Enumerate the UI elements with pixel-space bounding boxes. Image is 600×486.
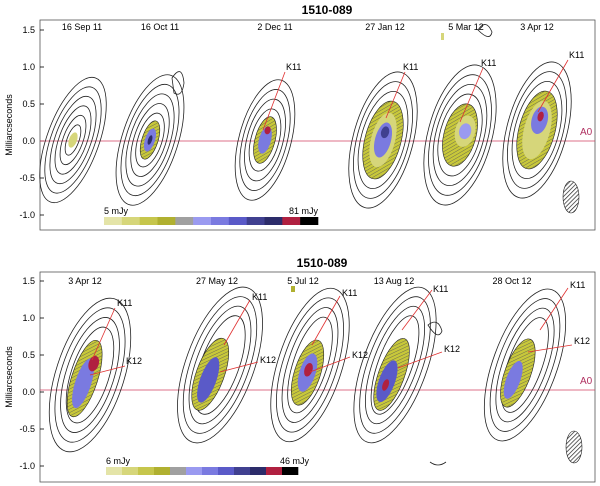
colorbar-swatch — [121, 217, 140, 225]
y-axis-label: Milliarcseconds — [4, 94, 14, 156]
reference-label: A0 — [580, 127, 593, 138]
colorbar-swatch — [202, 467, 219, 475]
y-axis-ticks: 1.5 1.0 0.5 0.0 -0.5 -1.0 — [19, 25, 44, 220]
colorbar-swatch — [104, 217, 123, 225]
panel-title: 1510-089 — [302, 3, 353, 17]
colorbar-swatch — [106, 467, 123, 475]
contour-map — [48, 297, 132, 453]
epoch-label: 13 Aug 12 — [374, 276, 415, 286]
epoch-label: 3 Apr 12 — [68, 276, 102, 286]
colorbar-swatches — [104, 217, 319, 225]
epoch-labels: 16 Sep 11 16 Oct 11 2 Dec 11 27 Jan 12 5… — [62, 22, 554, 32]
knot-label-k11: K11 — [252, 292, 267, 302]
colorbar-max-label: 81 mJy — [289, 206, 319, 216]
y-tick-label: 0.0 — [22, 136, 35, 146]
colorbar-min-label: 5 mJy — [104, 206, 129, 216]
colorbar-swatch — [139, 217, 158, 225]
colorbar: 6 mJy 46 mJy — [106, 456, 310, 475]
contour-map — [39, 76, 107, 204]
contour-map — [423, 64, 497, 206]
knot-label-k12: K12 — [352, 350, 368, 360]
contour-map — [177, 286, 263, 444]
colorbar-swatch — [266, 467, 283, 475]
contour-map — [502, 61, 572, 199]
knot-label-k12: K12 — [444, 344, 460, 354]
knot-label: K11 — [286, 62, 301, 72]
plot-frame — [39, 19, 596, 231]
knot-label-k12: K12 — [574, 336, 590, 346]
colorbar-swatch — [228, 217, 247, 225]
colorbar-swatch — [282, 467, 299, 475]
y-tick-label: 1.0 — [22, 62, 35, 72]
y-tick-label: -0.5 — [19, 173, 35, 183]
y-tick-label: -0.5 — [19, 424, 35, 434]
colorbar-swatch — [170, 467, 187, 475]
epoch-label: 16 Oct 11 — [141, 22, 179, 32]
epoch-labels: 3 Apr 12 27 May 12 5 Jul 12 13 Aug 12 28… — [68, 276, 531, 286]
knot-label-k12: K12 — [126, 356, 142, 366]
knot-label-k11: K11 — [433, 284, 448, 294]
colorbar-swatch — [157, 217, 176, 225]
colorbar-swatch — [282, 217, 301, 225]
epoch-label: 16 Sep 11 — [62, 22, 102, 32]
reference-label: A0 — [580, 376, 593, 387]
y-tick-label: 0.0 — [22, 387, 35, 397]
colorbar-swatch — [122, 467, 139, 475]
knot-label-k11: K11 — [117, 298, 132, 308]
epoch-label: 5 Jul 12 — [287, 276, 319, 286]
epoch-label: 27 May 12 — [196, 276, 238, 286]
panel-bottom: 1510-089 Milliarcseconds 1.5 1.0 0.5 0.0… — [4, 256, 596, 483]
contour-map — [270, 287, 350, 443]
colorbar-swatch — [264, 217, 283, 225]
y-tick-label: -1.0 — [19, 461, 35, 471]
knot-label: K11 — [569, 50, 584, 60]
colorbar-swatch — [250, 467, 267, 475]
y-tick-label: 0.5 — [22, 99, 35, 109]
colorbar-swatch — [300, 217, 319, 225]
knot-annotations: K11 K11 K11 K11 — [262, 50, 584, 131]
colorbar-swatch — [154, 467, 171, 475]
colorbar: 5 mJy 81 mJy — [104, 206, 319, 225]
plot-frame — [39, 271, 596, 483]
colorbar-swatch — [186, 467, 203, 475]
colorbar-min-label: 6 mJy — [106, 456, 131, 466]
y-axis-ticks: 1.5 1.0 0.5 0.0 -0.5 -1.0 — [19, 276, 44, 471]
y-tick-label: 1.5 — [22, 25, 35, 35]
y-tick-label: 0.5 — [22, 350, 35, 360]
colorbar-swatch — [218, 467, 235, 475]
y-tick-label: 1.5 — [22, 276, 35, 286]
epoch-label: 28 Oct 12 — [492, 276, 531, 286]
contour-map — [115, 74, 185, 206]
knot-annotations: K11 K12 K11 K12 K11 K12 K11 K12 K11 K12 — [89, 280, 590, 376]
colorbar-swatch — [138, 467, 155, 475]
contour-map — [348, 71, 418, 209]
epoch-label: 2 Dec 11 — [257, 22, 292, 32]
panel-title: 1510-089 — [297, 256, 348, 270]
knot-label: K11 — [403, 62, 418, 72]
y-tick-label: -1.0 — [19, 210, 35, 220]
contour-map — [234, 79, 296, 201]
epoch-label: 27 Jan 12 — [365, 22, 405, 32]
epoch-label: 5 Mar 12 — [448, 22, 484, 32]
contour-map — [483, 288, 567, 442]
colorbar-swatches — [106, 467, 299, 475]
knot-label-k11: K11 — [342, 288, 357, 298]
colorbar-swatch — [175, 217, 194, 225]
beam-ellipse — [565, 430, 583, 464]
knot-label-k11: K11 — [570, 280, 585, 290]
epoch-label: 3 Apr 12 — [520, 22, 554, 32]
colorbar-max-label: 46 mJy — [280, 456, 310, 466]
knot-label-k12: K12 — [260, 355, 276, 365]
colorbar-swatch — [193, 217, 212, 225]
colorbar-swatch — [211, 217, 230, 225]
y-axis-label: Milliarcseconds — [4, 346, 14, 408]
colorbar-swatch — [234, 467, 251, 475]
beam-ellipse — [562, 180, 580, 214]
panel-top: 1510-089 Milliarcseconds 1.5 1.0 0.5 0.0… — [4, 3, 596, 231]
colorbar-swatch — [246, 217, 265, 225]
knot-label: K11 — [481, 58, 496, 68]
contour-map — [353, 286, 437, 444]
y-tick-label: 1.0 — [22, 313, 35, 323]
